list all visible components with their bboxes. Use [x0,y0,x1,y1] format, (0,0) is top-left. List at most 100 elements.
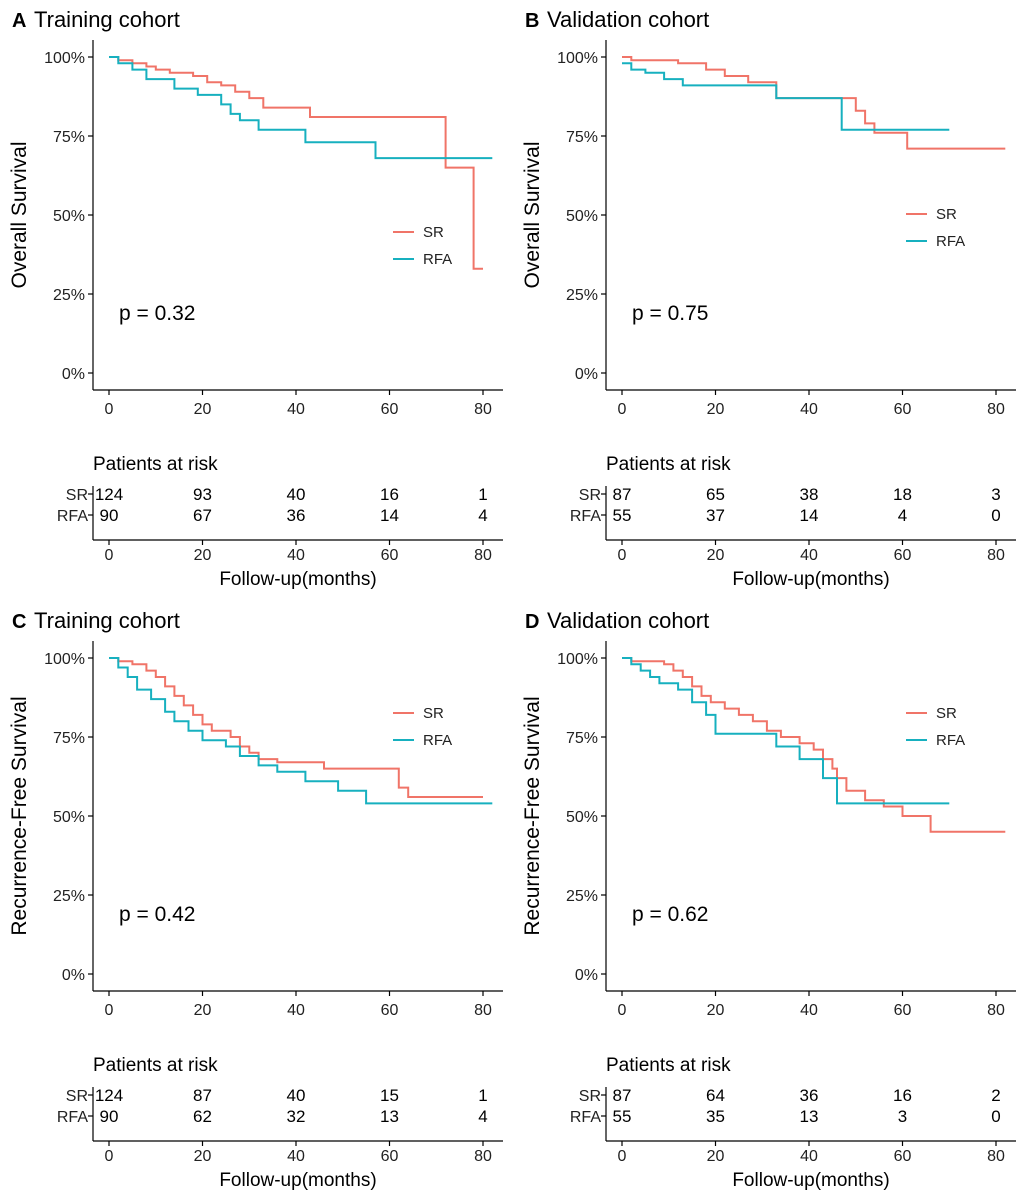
risk-x-tick-label: 60 [894,547,912,564]
risk-count: 13 [800,1107,819,1126]
risk-group-label: RFA [570,508,601,525]
risk-x-tick-label: 80 [474,547,492,564]
risk-count: 35 [706,1107,725,1126]
risk-count: 18 [893,485,912,504]
y-tick-label: 75% [53,129,85,146]
survival-curve-rfa [622,62,950,131]
risk-count: 38 [800,485,819,504]
risk-count: 64 [706,1086,725,1105]
x-tick-label: 60 [381,401,399,418]
y-tick-label: 100% [557,651,598,668]
risk-x-tick-label: 80 [987,1148,1005,1165]
risk-x-tick-label: 60 [381,1148,399,1165]
x-tick-label: 0 [105,1002,114,1019]
risk-table-header: Patients at risk [93,1055,218,1076]
risk-count: 14 [800,506,819,525]
risk-group-label: RFA [57,508,88,525]
risk-count: 4 [898,506,907,525]
risk-x-tick-label: 0 [618,1148,627,1165]
risk-group-label: RFA [570,1109,601,1126]
risk-count: 87 [193,1086,212,1105]
x-tick-label: 0 [105,401,114,418]
risk-x-tick-label: 0 [618,547,627,564]
y-axis-label: Recurrence-Free Survival [521,696,544,935]
risk-x-tick-label: 40 [800,547,818,564]
panel-title: Validation cohort [547,608,709,633]
chart-panel-a: A Training cohort Overall Survival 0% 25% 50%… [8,7,503,590]
x-tick-label: 80 [474,401,492,418]
risk-count: 1 [478,1086,487,1105]
x-tick-label: 40 [287,1002,305,1019]
legend-label-sr: SR [936,705,957,722]
risk-count: 15 [380,1086,399,1105]
risk-x-tick-label: 20 [707,1148,725,1165]
risk-count: 2 [991,1086,1000,1105]
p-value-label: p = 0.62 [632,903,708,926]
risk-table-header: Patients at risk [93,454,218,475]
legend-label-rfa: RFA [423,251,452,268]
risk-table-header: Patients at risk [606,454,731,475]
p-value-label: p = 0.32 [119,302,195,325]
survival-curve-rfa [622,657,950,805]
y-tick-label: 0% [62,366,85,383]
survival-curve-rfa [109,657,493,805]
risk-count: 90 [100,506,119,525]
x-tick-label: 80 [474,1002,492,1019]
panel-letter: B [525,10,539,32]
y-tick-label: 0% [575,967,598,984]
risk-count: 40 [287,1086,306,1105]
y-tick-label: 0% [62,967,85,984]
risk-count: 37 [706,506,725,525]
x-tick-label: 40 [800,1002,818,1019]
risk-count: 93 [193,485,212,504]
risk-count: 3 [991,485,1000,504]
risk-x-tick-label: 40 [287,1148,305,1165]
y-tick-label: 50% [53,208,85,225]
legend-label-sr: SR [423,705,444,722]
x-tick-label: 80 [987,1002,1005,1019]
risk-count: 36 [800,1086,819,1105]
y-tick-label: 50% [53,809,85,826]
risk-count: 40 [287,485,306,504]
risk-count: 67 [193,506,212,525]
y-tick-label: 25% [53,888,85,905]
risk-count: 4 [478,506,487,525]
y-tick-label: 25% [566,888,598,905]
x-tick-label: 20 [194,401,212,418]
x-tick-label: 20 [707,1002,725,1019]
x-axis-label: Follow-up(months) [219,1170,376,1191]
panel-title: Training cohort [34,608,180,633]
x-tick-label: 80 [987,401,1005,418]
y-tick-label: 100% [44,50,85,67]
y-tick-label: 50% [566,809,598,826]
risk-count: 55 [613,506,632,525]
survival-curve-sr [109,56,483,270]
risk-count: 90 [100,1107,119,1126]
risk-x-tick-label: 20 [194,547,212,564]
x-tick-label: 0 [618,1002,627,1019]
chart-panel-d: D Validation cohort Recurrence-Free Surviv… [521,608,1016,1191]
survival-curve-sr [622,56,1006,150]
risk-x-tick-label: 0 [105,547,114,564]
risk-count: 124 [95,1086,123,1105]
risk-group-label: RFA [57,1109,88,1126]
risk-count: 16 [893,1086,912,1105]
p-value-label: p = 0.42 [119,903,195,926]
risk-x-tick-label: 20 [707,547,725,564]
p-value-label: p = 0.75 [632,302,708,325]
risk-count: 4 [478,1107,487,1126]
legend-label-rfa: RFA [936,233,965,250]
y-tick-label: 75% [566,129,598,146]
x-tick-label: 40 [287,401,305,418]
risk-count: 14 [380,506,399,525]
risk-count: 65 [706,485,725,504]
x-tick-label: 60 [381,1002,399,1019]
panel-letter: C [12,611,26,633]
risk-count: 62 [193,1107,212,1126]
risk-count: 0 [991,1107,1000,1126]
risk-count: 1 [478,485,487,504]
y-axis-label: Recurrence-Free Survival [8,696,31,935]
risk-group-label: SR [66,1088,88,1105]
risk-x-tick-label: 40 [800,1148,818,1165]
